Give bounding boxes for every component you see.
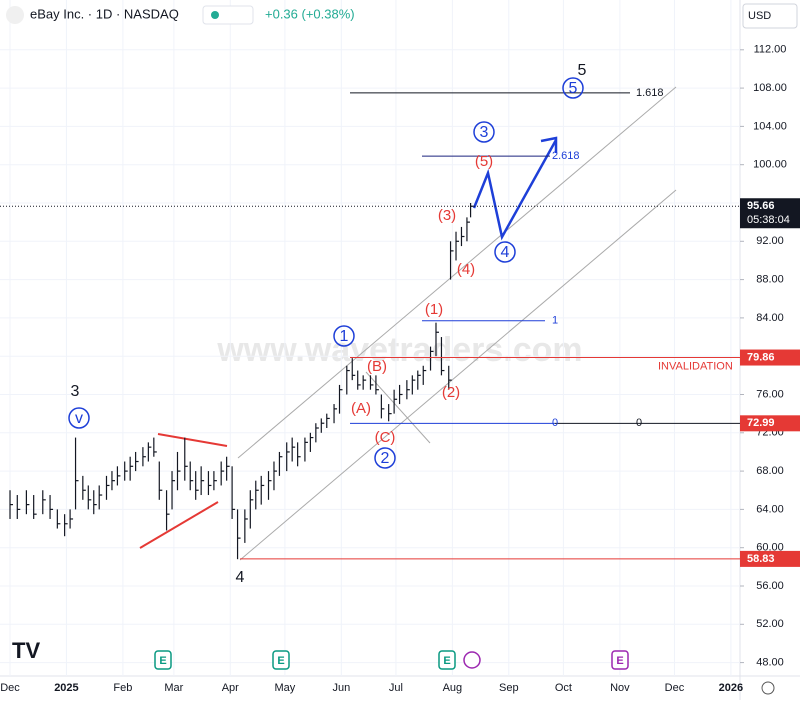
x-tick-label: 2025	[54, 682, 78, 694]
level-box	[740, 550, 800, 567]
status-box	[202, 5, 254, 25]
wave-circle	[374, 447, 396, 469]
wave-label: v	[75, 410, 83, 427]
level-label: 79.86	[747, 351, 775, 363]
dividend-icon	[463, 651, 481, 669]
wave-label: (4)	[457, 261, 475, 278]
x-tick-label: Mar	[164, 682, 183, 694]
level-label: 72.99	[747, 417, 775, 429]
wave-label: (C)	[375, 429, 396, 446]
x-tick-label: Sep	[499, 682, 519, 694]
y-tick-label: 104.00	[753, 120, 787, 132]
y-tick-label: 76.00	[756, 388, 784, 400]
settings-icon[interactable]	[761, 681, 775, 695]
x-tick-label: Jul	[389, 682, 403, 694]
wave-label: (1)	[425, 301, 443, 318]
event-icon	[611, 650, 629, 670]
tv-logo: TV	[12, 638, 40, 663]
y-tick-label: 64.00	[756, 503, 784, 515]
channel-lower	[239, 189, 677, 561]
wave-label: 4	[501, 244, 510, 261]
projection	[472, 139, 558, 241]
level-box	[740, 415, 800, 432]
wave-label: 3	[71, 383, 80, 400]
wave-circle	[333, 325, 355, 347]
last-price-label: 95.66	[747, 200, 775, 212]
x-tick-label: Dec	[0, 682, 20, 694]
projection-arrow	[540, 136, 558, 153]
wave-label: (3)	[438, 207, 456, 224]
wave-circle	[68, 407, 90, 429]
y-tick-label: 56.00	[756, 580, 784, 592]
y-tick-label: 88.00	[756, 273, 784, 285]
event-label: E	[277, 655, 284, 667]
y-tick-label: 92.00	[756, 235, 784, 247]
wave-label: 1	[340, 328, 349, 345]
wave-label: 4	[236, 569, 245, 586]
logo	[6, 6, 24, 24]
wave-label: 3	[480, 124, 489, 141]
event-icon	[272, 650, 290, 670]
triangle-top	[157, 433, 228, 447]
symbol-title: eBay Inc. · 1D · NASDAQ	[30, 6, 179, 21]
event-label: E	[159, 655, 166, 667]
x-tick-label: 2026	[719, 682, 743, 694]
last-price-box	[740, 198, 800, 229]
currency-button[interactable]	[742, 3, 798, 29]
fib-label: 2.618	[552, 150, 580, 162]
correction-line	[365, 371, 431, 444]
x-tick-label: Oct	[555, 682, 572, 694]
x-tick-label: Dec	[665, 682, 685, 694]
currency: USD	[748, 10, 771, 22]
y-tick-label: 48.00	[756, 657, 784, 669]
price-change: +0.36 (+0.38%)	[265, 6, 355, 21]
wave-label: (5)	[475, 153, 493, 170]
wave-label: 2	[381, 450, 390, 467]
level-box	[740, 349, 800, 366]
watermark: www.wavetraders.com	[216, 331, 582, 369]
wave-label: (A)	[351, 400, 371, 417]
invalidation-label: INVALIDATION	[658, 360, 733, 372]
x-tick-label: Apr	[222, 682, 239, 694]
wave-label: 5	[578, 62, 587, 79]
event-label: E	[616, 655, 623, 667]
grid	[0, 0, 740, 676]
x-tick-label: Feb	[113, 682, 132, 694]
fib-label: 0	[552, 417, 558, 429]
wave-circle	[562, 77, 584, 99]
event-icon	[154, 650, 172, 670]
level-label: 58.83	[747, 553, 775, 565]
y-tick-label: 60.00	[756, 542, 784, 554]
plot	[9, 202, 474, 560]
wave-label: (B)	[367, 358, 387, 375]
y-tick-label: 84.00	[756, 312, 784, 324]
event-icon	[438, 650, 456, 670]
x-tick-label: Nov	[610, 682, 630, 694]
y-tick-label: 68.00	[756, 465, 784, 477]
x-tick-label: Aug	[443, 682, 463, 694]
countdown: 05:38:04	[747, 214, 790, 226]
wave-label: 5	[569, 80, 578, 97]
y-tick-label: 108.00	[753, 82, 787, 94]
fib-label: 0	[636, 417, 642, 429]
channel-upper	[237, 86, 677, 459]
y-tick-label: 100.00	[753, 159, 787, 171]
fib-label: 1.618	[636, 87, 664, 99]
wave-label: (2)	[442, 384, 460, 401]
wave-circle	[494, 241, 516, 263]
event-label: E	[443, 655, 450, 667]
wave-circle	[473, 121, 495, 143]
x-tick-label: Jun	[332, 682, 350, 694]
x-tick-label: May	[275, 682, 296, 694]
y-tick-label: 52.00	[756, 618, 784, 630]
fib-label: 1	[552, 315, 558, 327]
y-tick-label: 112.00	[754, 44, 787, 56]
status-dot	[211, 11, 219, 19]
triangle-bottom	[139, 501, 219, 549]
